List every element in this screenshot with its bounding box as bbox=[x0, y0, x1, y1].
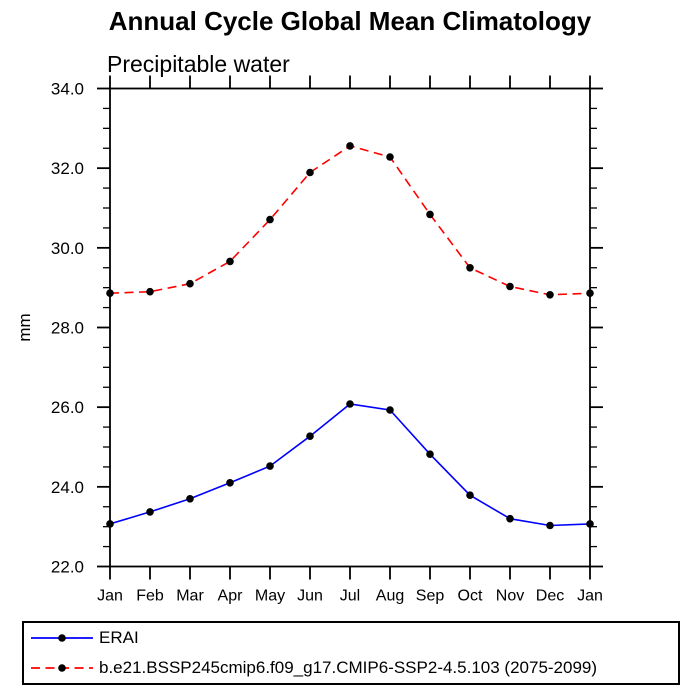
data-point bbox=[186, 279, 194, 288]
y-tick-label: 22.0 bbox=[51, 558, 84, 577]
y-tick-label: 32.0 bbox=[51, 159, 84, 178]
series-line bbox=[109, 145, 591, 296]
x-tick-label: Feb bbox=[136, 588, 164, 605]
data-point bbox=[146, 287, 154, 296]
x-tick-label: Aug bbox=[376, 588, 404, 605]
legend-label: ERAI bbox=[99, 628, 139, 648]
x-tick-label: Jul bbox=[340, 588, 360, 605]
legend-item-erai: ERAI bbox=[29, 624, 678, 652]
data-point bbox=[106, 520, 114, 528]
data-point bbox=[466, 264, 474, 272]
data-point bbox=[506, 514, 514, 523]
legend: ERAI b.e21.BSSP245cmip6.f09_g17.CMIP6-SS… bbox=[22, 621, 680, 685]
data-point bbox=[386, 406, 394, 414]
data-point bbox=[546, 291, 554, 299]
plot-area: Jan Feb Mar Apr May Jun Jul Aug Sep Oct Nov Dec Jan 2… bbox=[15, 75, 603, 605]
data-point bbox=[506, 282, 514, 291]
data-point bbox=[146, 508, 154, 516]
data-point bbox=[586, 289, 594, 298]
data-point bbox=[186, 495, 194, 503]
data-point bbox=[466, 491, 474, 500]
chart-subtitle: Precipitable water bbox=[107, 51, 290, 77]
y-tick-label: 30.0 bbox=[51, 239, 84, 258]
data-point bbox=[546, 521, 554, 530]
legend-label: b.e21.BSSP245cmip6.f09_g17.CMIP6-SSP2-4.… bbox=[99, 657, 598, 677]
x-tick-label: Oct bbox=[458, 588, 483, 605]
x-tick-label: Sep bbox=[416, 588, 445, 605]
data-point bbox=[426, 210, 434, 219]
legend-item-model: b.e21.BSSP245cmip6.f09_g17.CMIP6-SSP2-4.… bbox=[29, 654, 678, 682]
y-tick-label: 24.0 bbox=[51, 478, 84, 497]
x-tick-label: Jan bbox=[577, 588, 603, 605]
x-tick-label: Mar bbox=[176, 588, 204, 605]
data-point bbox=[346, 400, 354, 408]
y-tick-label: 28.0 bbox=[51, 319, 84, 338]
x-tick-label: Apr bbox=[218, 588, 244, 605]
legend-marker-dot bbox=[58, 634, 66, 643]
data-point bbox=[386, 153, 394, 161]
data-point bbox=[426, 450, 434, 459]
x-tick-label: Dec bbox=[536, 588, 564, 605]
legend-line-sample-solid bbox=[31, 634, 93, 643]
data-point bbox=[226, 257, 234, 266]
legend-line-sample-dashed bbox=[31, 663, 93, 672]
y-tick-label: 34.0 bbox=[51, 80, 84, 99]
chart-title: Annual Cycle Global Mean Climatology bbox=[108, 6, 592, 36]
data-point bbox=[226, 479, 234, 487]
plot-frame bbox=[109, 87, 591, 568]
data-point bbox=[266, 462, 274, 470]
data-point bbox=[586, 520, 594, 528]
data-point bbox=[266, 215, 274, 224]
x-tick-label: Nov bbox=[496, 588, 524, 605]
y-tick-label: 26.0 bbox=[51, 398, 84, 417]
x-tick-label: Jan bbox=[97, 588, 123, 605]
data-point bbox=[306, 432, 314, 441]
y-axis-label: mm bbox=[15, 313, 34, 341]
data-point bbox=[106, 289, 114, 298]
legend-marker-dot bbox=[58, 663, 66, 672]
series-line bbox=[109, 403, 591, 527]
data-point bbox=[306, 168, 314, 177]
x-tick-label: Jun bbox=[297, 588, 323, 605]
x-tick-label: May bbox=[255, 588, 285, 605]
data-point bbox=[346, 142, 354, 150]
